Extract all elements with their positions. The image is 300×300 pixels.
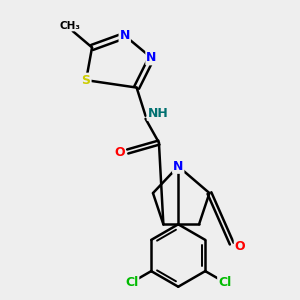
Text: N: N: [146, 51, 157, 64]
Text: S: S: [82, 74, 91, 87]
Text: Cl: Cl: [218, 276, 231, 289]
Text: NH: NH: [148, 107, 168, 120]
Text: N: N: [173, 160, 183, 173]
Text: Cl: Cl: [125, 276, 138, 289]
Text: CH₃: CH₃: [59, 21, 80, 31]
Text: N: N: [119, 29, 130, 42]
Text: O: O: [235, 239, 245, 253]
Text: O: O: [114, 146, 125, 160]
